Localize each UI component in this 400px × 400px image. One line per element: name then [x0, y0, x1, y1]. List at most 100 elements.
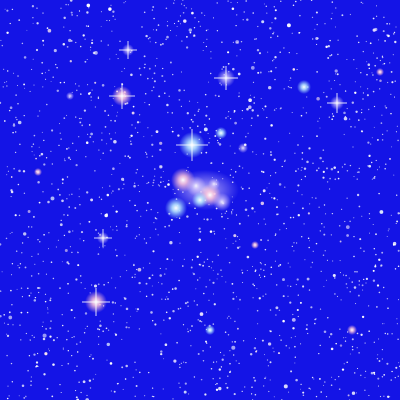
star [273, 351, 275, 353]
star [44, 300, 47, 303]
star [157, 24, 160, 26]
star [107, 44, 109, 46]
star [117, 111, 118, 113]
star [381, 251, 384, 254]
star [128, 156, 131, 159]
star [14, 214, 17, 217]
star [327, 317, 329, 319]
star [225, 117, 227, 119]
star [21, 242, 24, 244]
star [136, 235, 138, 237]
star [46, 103, 48, 106]
star [230, 168, 232, 171]
star [144, 102, 146, 104]
star [43, 139, 45, 142]
star [159, 141, 163, 145]
star [159, 267, 161, 270]
star [280, 0, 282, 2]
star [204, 124, 206, 126]
star [163, 319, 165, 321]
star [124, 297, 127, 300]
star [78, 136, 80, 138]
star [248, 98, 252, 103]
star [381, 56, 384, 59]
star [223, 354, 225, 356]
star [61, 314, 63, 316]
star [137, 131, 139, 134]
star [265, 293, 267, 295]
star [113, 390, 116, 393]
star [225, 238, 227, 240]
star [370, 371, 374, 375]
star [163, 358, 165, 360]
star [230, 118, 232, 120]
star [262, 153, 265, 155]
star [71, 251, 73, 254]
star [263, 269, 265, 271]
star [36, 7, 38, 9]
star [308, 289, 311, 291]
star [229, 145, 231, 147]
star [275, 67, 277, 69]
star [252, 12, 254, 14]
star [216, 2, 218, 4]
star [328, 336, 331, 338]
star [241, 109, 244, 112]
star [130, 315, 132, 317]
star [88, 124, 91, 126]
bright-star [119, 41, 137, 59]
star [23, 83, 26, 86]
star [110, 137, 113, 140]
star [213, 293, 215, 295]
star [57, 239, 59, 241]
star [317, 37, 319, 40]
star [288, 51, 290, 54]
star [384, 39, 387, 42]
star [212, 281, 215, 284]
star [237, 308, 239, 310]
star [100, 40, 103, 42]
star [69, 29, 71, 32]
star [104, 109, 107, 113]
star [145, 295, 148, 298]
star [349, 290, 351, 293]
star [343, 111, 346, 115]
star [375, 159, 377, 162]
star [344, 340, 347, 342]
star [260, 276, 261, 278]
star [325, 396, 328, 398]
star [222, 66, 225, 68]
star [136, 121, 140, 124]
star [38, 201, 41, 204]
star [397, 249, 400, 252]
star [6, 81, 8, 83]
star [334, 293, 336, 295]
star [256, 114, 259, 117]
star [238, 92, 240, 94]
star [372, 17, 375, 20]
star [63, 16, 66, 20]
star [34, 296, 37, 299]
star [17, 120, 22, 125]
star [393, 174, 395, 176]
star [360, 72, 362, 74]
star [384, 332, 386, 335]
star [151, 274, 154, 277]
star [376, 5, 377, 7]
star [216, 361, 218, 363]
star [106, 213, 108, 216]
star [206, 218, 209, 221]
star [11, 263, 14, 265]
star [123, 183, 125, 185]
star [339, 240, 342, 243]
star [269, 192, 271, 194]
star [205, 114, 208, 117]
star [142, 175, 144, 177]
star [226, 386, 229, 389]
star [323, 330, 327, 333]
star [395, 366, 398, 369]
star [85, 141, 89, 144]
star [8, 311, 11, 314]
star [372, 269, 375, 272]
star [378, 338, 380, 340]
